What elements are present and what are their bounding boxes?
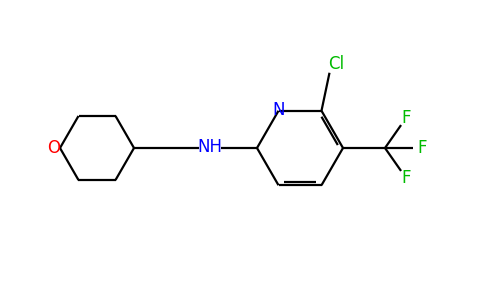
Text: Cl: Cl (329, 55, 345, 73)
Text: F: F (417, 139, 427, 157)
Text: F: F (401, 109, 411, 127)
Text: O: O (47, 139, 60, 157)
Text: F: F (401, 169, 411, 187)
Text: NH: NH (197, 138, 223, 156)
Text: N: N (272, 101, 285, 119)
